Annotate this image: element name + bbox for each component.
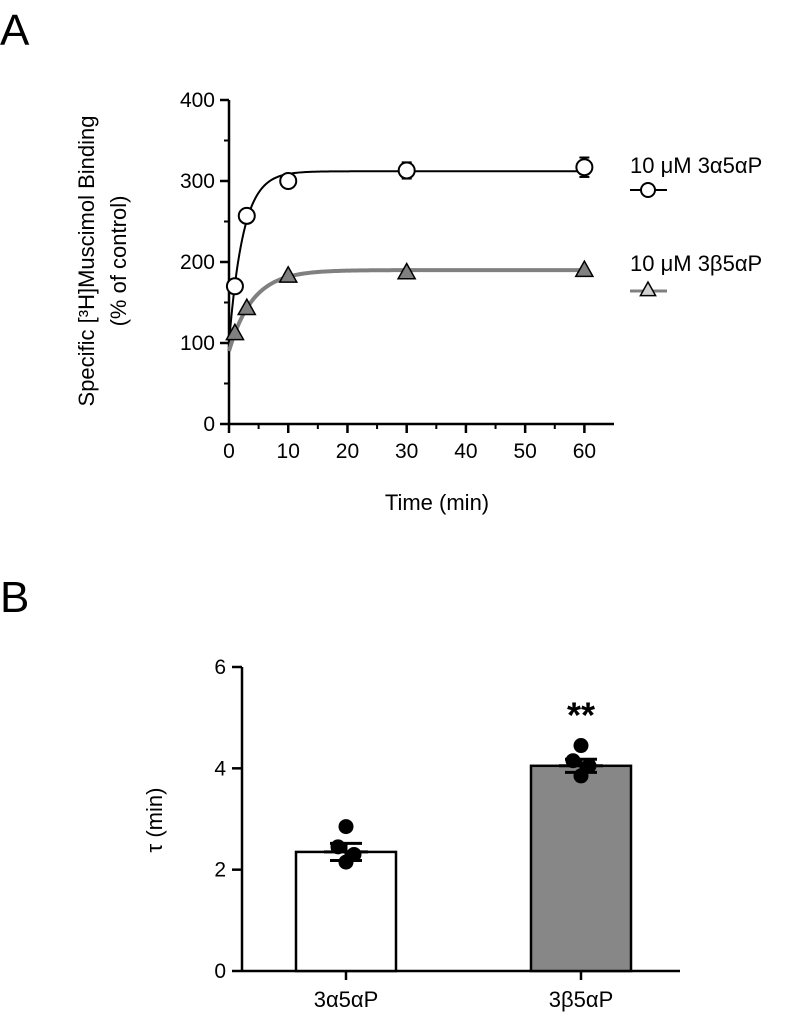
bar-data-point-1 [338,854,354,870]
bar-data-point-2 [565,753,581,769]
y-axis-title-b: τ (min) [142,788,167,853]
bar-data-point-1 [338,819,354,835]
x-axis-title-a: Time (min) [385,490,489,515]
y-tick-label-a: 100 [180,332,215,355]
legend-label-series-1: 10 μM 3α5αP [630,153,762,178]
y-tick-label-a: 300 [180,170,215,193]
x-tick-label-a: 20 [336,440,359,463]
bar-1 [294,850,398,973]
y-tick-label-a: 400 [180,89,215,112]
x-tick-label-a: 0 [223,440,235,463]
x-tick-label-b: 3β5αP [549,987,614,1012]
bar-2 [529,764,633,973]
bar-data-point-2 [581,758,597,774]
data-point-series-1 [237,206,256,225]
x-tick-label-a: 30 [395,440,418,463]
data-points-a [225,156,595,341]
y-tick-label-b: 6 [214,656,226,679]
data-point-series-1 [225,277,244,296]
significance-marker: ** [567,695,595,736]
x-tick-label-a: 40 [454,440,477,463]
legend-marker-series-1 [640,182,656,198]
data-point-series-2 [225,322,245,341]
fit-curve-series-1 [228,170,585,344]
data-points-b [324,738,603,870]
legend-label-series-2: 10 μM 3β5αP [630,251,762,276]
data-point-series-2 [574,259,595,278]
data-point-series-2 [236,297,257,316]
y-tick-label-a: 0 [203,413,215,436]
chart-panel-a: Specific [³H]Muscimol Binding (% of cont… [74,89,762,515]
y-tick-label-b: 4 [214,757,226,780]
y-axis-title-a-line2: (% of control) [106,196,131,327]
x-tick-label-b: 3α5αP [314,987,379,1012]
y-tick-label-b: 0 [214,960,226,983]
fit-curves-a [227,170,585,352]
data-point-series-2 [396,261,417,280]
data-point-series-1 [575,158,594,177]
legend-a: 10 μM 3α5αP 10 μM 3β5αP [630,153,762,297]
x-tick-label-a: 60 [573,440,596,463]
y-tick-label-b: 2 [214,859,226,882]
bar-data-point-1 [330,839,346,855]
panel-letter-a: A [0,6,30,55]
panel-letter-b: B [0,573,29,622]
bar-data-point-2 [573,738,589,754]
y-axis-title-a: Specific [³H]Muscimol Binding (% of cont… [74,116,131,407]
axes-a: 0 100 200 300 400 0 10 20 30 40 50 60 [180,89,614,463]
y-tick-label-a: 200 [180,251,215,274]
data-point-series-1 [279,172,298,190]
x-tick-label-a: 50 [513,440,536,463]
legend-marker-series-2 [639,280,657,297]
y-axis-title-a-line1: Specific [³H]Muscimol Binding [74,116,99,407]
data-point-series-2 [278,265,299,283]
data-point-series-1 [397,161,416,180]
x-tick-label-a: 10 [277,440,300,463]
y-axis-title-b-text: τ (min) [142,788,167,853]
bar-data-point-2 [573,768,589,784]
chart-panel-b: τ (min) 0 2 4 6 3α5αP 3β5αP ** [142,656,680,1012]
